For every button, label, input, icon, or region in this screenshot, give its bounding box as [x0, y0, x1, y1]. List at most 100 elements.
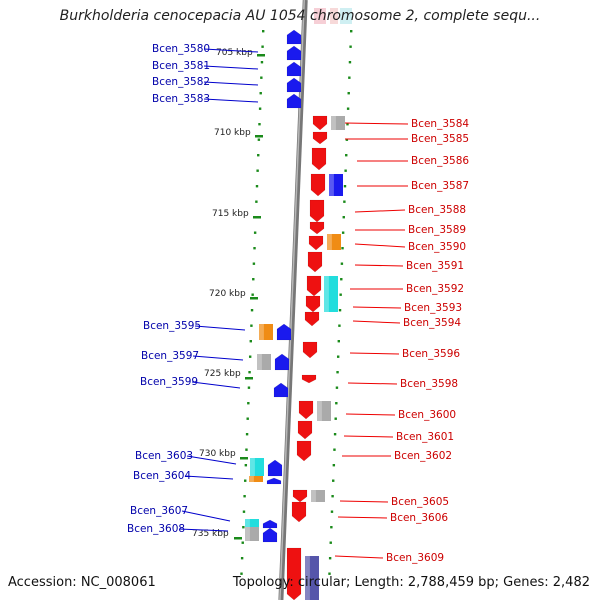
- gene-label[interactable]: Bcen_3598: [400, 378, 458, 390]
- gene-label[interactable]: Bcen_3583: [152, 93, 210, 105]
- forward-arrow: [286, 29, 302, 45]
- gene-label[interactable]: Bcen_3604: [133, 470, 191, 482]
- reverse-arrow: [291, 501, 307, 523]
- tick-dot: [242, 510, 246, 513]
- gene-label[interactable]: Bcen_3592: [406, 283, 464, 295]
- tick-dot: [334, 417, 337, 420]
- tick-dot: [258, 123, 261, 126]
- leader-line: [347, 382, 398, 385]
- tick-label: 715 kbp: [212, 209, 249, 219]
- tick-label: 720 kbp: [209, 289, 246, 299]
- gene-label[interactable]: Bcen_3586: [411, 155, 469, 167]
- tick-mark: [253, 216, 261, 219]
- reverse-arrow: [298, 400, 314, 420]
- orange-feature: [259, 324, 273, 340]
- gene-label[interactable]: Bcen_3601: [396, 431, 454, 443]
- reverse-arrow: [301, 374, 317, 384]
- gene-label[interactable]: Bcen_3600: [398, 409, 456, 421]
- tick-dot: [243, 495, 246, 498]
- tick-dot: [261, 45, 264, 48]
- reverse-arrow: [312, 131, 328, 145]
- gene-label[interactable]: Bcen_3595: [143, 320, 201, 332]
- orange-feature: [249, 476, 263, 482]
- gene-label[interactable]: Bcen_3585: [411, 133, 469, 145]
- tick-dot: [249, 340, 252, 343]
- navy-feature: [305, 556, 319, 600]
- faded-feature: [330, 8, 338, 24]
- reverse-arrow: [311, 147, 327, 171]
- tick-dot: [247, 386, 251, 389]
- forward-arrow: [286, 93, 302, 109]
- gene-label[interactable]: Bcen_3590: [408, 241, 466, 253]
- gene-label[interactable]: Bcen_3584: [411, 118, 469, 130]
- tick-dot: [247, 402, 250, 405]
- tick-label: 735 kbp: [192, 529, 229, 539]
- gene-label[interactable]: Bcen_3608: [127, 523, 185, 535]
- gene-label[interactable]: Bcen_3594: [403, 317, 461, 329]
- leader-line: [334, 555, 384, 559]
- accession-text: Accession: NC_008061: [8, 575, 156, 590]
- gene-label[interactable]: Bcen_3597: [141, 350, 199, 362]
- gene-label[interactable]: Bcen_3580: [152, 43, 210, 55]
- reverse-arrow: [297, 420, 313, 440]
- gene-label[interactable]: Bcen_3605: [391, 496, 449, 508]
- gene-label[interactable]: Bcen_3602: [394, 450, 452, 462]
- tick-dot: [349, 45, 352, 48]
- gray-feature: [257, 354, 271, 370]
- tick-dot: [262, 30, 265, 33]
- topology-text: Topology: circular; Length: 2,788,459 bp…: [232, 575, 590, 590]
- gene-label[interactable]: Bcen_3599: [140, 376, 198, 388]
- leader-line: [186, 455, 237, 465]
- faded-feature: [340, 8, 352, 24]
- tick-dot: [329, 541, 332, 544]
- forward-arrow: [262, 519, 278, 529]
- tick-dot: [259, 92, 262, 95]
- gray-feature: [331, 116, 345, 130]
- blue-feature: [329, 174, 343, 196]
- reverse-arrow: [305, 295, 321, 313]
- forward-arrow: [267, 459, 283, 477]
- gene-label[interactable]: Bcen_3593: [404, 302, 462, 314]
- tick-dot: [246, 417, 249, 420]
- tick-mark: [250, 297, 258, 300]
- gene-label[interactable]: Bcen_3609: [386, 552, 444, 564]
- reverse-arrow: [308, 235, 324, 251]
- map-title: Burkholderia cenocepacia AU 1054 chromos…: [59, 8, 541, 24]
- feature-shade: [250, 458, 255, 476]
- tick-dot: [341, 247, 344, 250]
- leader-line: [191, 381, 241, 389]
- feature-shade: [259, 324, 264, 340]
- reverse-arrow: [286, 547, 302, 600]
- gene-label[interactable]: Bcen_3587: [411, 180, 469, 192]
- tick-label: 730 kbp: [199, 449, 236, 459]
- gene-label[interactable]: Bcen_3582: [152, 76, 210, 88]
- tick-dot: [340, 262, 344, 265]
- gene-label[interactable]: Bcen_3591: [406, 260, 464, 272]
- gene-label[interactable]: Bcen_3596: [402, 348, 460, 360]
- feature-shade: [311, 490, 316, 502]
- tick-dot: [341, 231, 345, 234]
- tick-dot: [245, 448, 248, 451]
- tick-dot: [252, 262, 256, 265]
- tick-dot: [332, 479, 335, 482]
- gene-labels[interactable]: Bcen_3580 Bcen_3581 Bcen_3582 Bcen_3583 Bcen…: [127, 43, 469, 564]
- leader-line: [203, 98, 259, 103]
- cyan-feature: [250, 458, 264, 476]
- gene-label[interactable]: Bcen_3581: [152, 60, 210, 72]
- gene-label[interactable]: Bcen_3603: [135, 450, 193, 462]
- gene-label[interactable]: Bcen_3607: [130, 505, 188, 517]
- tick-dot: [252, 278, 255, 281]
- tick-dot: [342, 216, 345, 219]
- tick-mark: [240, 457, 248, 460]
- tick-mark: [255, 135, 263, 138]
- tick-dot: [347, 92, 350, 95]
- gene-label[interactable]: Bcen_3589: [408, 224, 466, 236]
- reverse-arrow: [304, 311, 320, 327]
- tick-dot: [248, 371, 251, 374]
- reverse-arrow: [309, 221, 325, 235]
- gene-label[interactable]: Bcen_3588: [408, 204, 466, 216]
- gene-label[interactable]: Bcen_3606: [390, 512, 448, 524]
- tick-label: 725 kbp: [204, 369, 241, 379]
- orange-feature: [327, 234, 341, 250]
- tick-dot: [328, 557, 332, 560]
